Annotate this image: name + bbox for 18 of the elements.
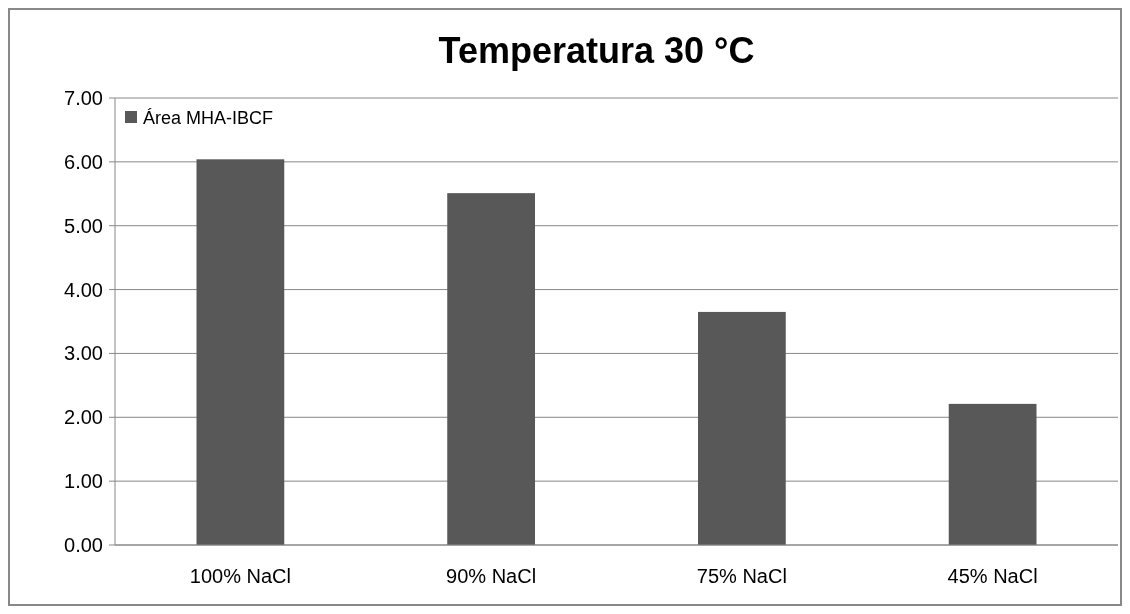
legend-label: Área MHA-IBCF xyxy=(143,108,274,129)
bar xyxy=(196,159,285,545)
y-tick-label: 5.00 xyxy=(64,214,103,237)
y-tick-label: 1.00 xyxy=(64,470,103,493)
y-tick-label: 7.00 xyxy=(64,87,103,109)
y-tick-label: 4.00 xyxy=(64,278,103,301)
chart-title: Temperatura 30 °C xyxy=(438,30,755,71)
y-tick-label: 0.00 xyxy=(64,534,103,556)
y-tick-label: 6.00 xyxy=(64,150,103,173)
y-tick-label: 3.00 xyxy=(64,342,103,365)
x-tick-label: 45% NaCl xyxy=(947,565,1038,587)
x-tick-label: 75% NaCl xyxy=(696,565,787,587)
bar xyxy=(447,193,536,545)
x-tick-label: 90% NaCl xyxy=(446,565,537,587)
bar xyxy=(697,311,786,545)
bar xyxy=(948,403,1037,545)
y-tick-label: 2.00 xyxy=(64,406,103,429)
x-tick-label: 100% NaCl xyxy=(189,565,291,587)
